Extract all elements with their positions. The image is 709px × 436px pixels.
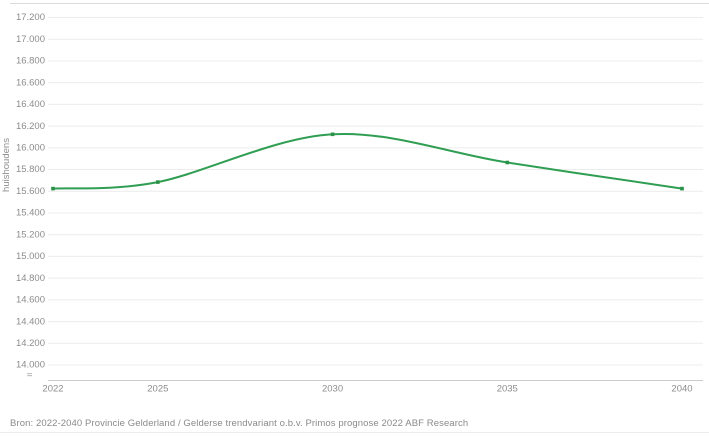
y-axis-tick-label: 14.400 [16,316,45,327]
source-note: Bron: 2022-2040 Provincie Gelderland / G… [10,418,469,429]
line-chart: 17.200 17.000 16.800 16.600 16.400 16.200 16.0… [1,12,703,395]
y-axis-tick-label: 16.800 [16,56,45,67]
data-point-marker [51,186,55,191]
x-axis-tick-label: 2040 [671,384,692,395]
data-point-marker [156,180,160,184]
y-axis-tick-label: 17.000 [16,34,45,45]
y-axis-tick-label: 15.000 [16,251,45,262]
x-axis-tick-label: 2022 [42,384,63,395]
y-axis-tick-label: 15.400 [16,208,45,219]
x-axis-tick-label: 2030 [322,384,343,395]
y-axis-tick-label: 16.600 [16,77,45,88]
y-axis-title: huishoudens [1,138,12,192]
y-axis-tick-label: 15.800 [16,164,45,175]
series-line [52,132,683,190]
bottom-divider [0,432,709,433]
y-axis-tick-label: 15.600 [16,186,45,197]
axis-break-icon: ≈ [26,370,33,382]
y-axis-tick-label: 14.000 [16,360,45,371]
y-axis-tick-label: 14.200 [16,338,45,349]
data-point-marker [330,132,335,137]
top-divider [10,3,709,4]
data-point-marker [680,186,684,191]
data-point-marker [505,160,510,165]
y-axis-tick-label: 16.400 [16,99,45,110]
x-axis-tick-label: 2025 [147,384,168,395]
y-axis-tick-label: 14.800 [16,273,45,284]
y-axis-tick-label: 17.200 [16,12,45,23]
y-axis-tick-label: 15.200 [16,229,45,240]
x-axis-tick-label: 2035 [497,384,518,395]
y-axis-tick-label: 16.200 [16,121,45,132]
y-axis-tick-label: 16.000 [16,143,45,154]
y-axis-tick-label: 14.600 [16,295,45,306]
